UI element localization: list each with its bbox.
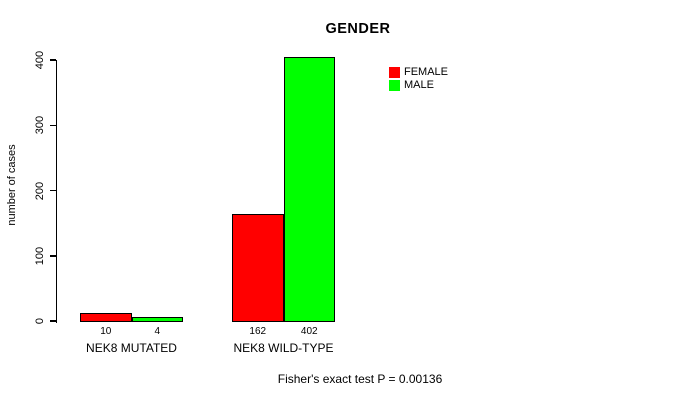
bar-value-label: 10 bbox=[100, 326, 112, 337]
y-tick-label: 400 bbox=[34, 50, 46, 70]
bar-male-0 bbox=[131, 316, 183, 323]
bar-female-0 bbox=[80, 312, 132, 323]
category-label-0: NEK8 MUTATED bbox=[86, 341, 177, 355]
legend-label-female: FEMALE bbox=[404, 66, 449, 78]
y-tick-label: 100 bbox=[34, 246, 46, 265]
male-color-swatch-icon bbox=[389, 79, 400, 91]
legend-item-male: MALE bbox=[389, 79, 448, 91]
bar-value-label: 402 bbox=[300, 326, 318, 337]
bar-male-1 bbox=[283, 57, 335, 323]
chart-title: GENDER bbox=[325, 21, 391, 37]
bar-value-label: 4 bbox=[154, 326, 161, 337]
legend-item-female: FEMALE bbox=[389, 66, 448, 78]
female-color-swatch-icon bbox=[389, 66, 400, 78]
legend: FEMALE MALE bbox=[389, 66, 448, 92]
legend-label-male: MALE bbox=[404, 79, 434, 91]
bar-female-1 bbox=[232, 213, 284, 323]
category-label-1: NEK8 WILD-TYPE bbox=[233, 341, 334, 355]
y-axis-tick bbox=[49, 189, 56, 192]
y-axis-line bbox=[55, 60, 57, 323]
y-tick-label: 200 bbox=[34, 181, 46, 200]
y-axis-tick bbox=[49, 124, 56, 126]
y-tick-label: 0 bbox=[34, 317, 46, 325]
y-axis-tick bbox=[49, 255, 56, 257]
bar-value-label: 162 bbox=[249, 326, 267, 337]
y-tick-label: 300 bbox=[34, 116, 46, 135]
fisher-test-annotation: Fisher's exact test P = 0.00136 bbox=[277, 372, 443, 386]
y-axis-tick bbox=[49, 59, 56, 61]
y-axis-label: number of cases bbox=[6, 144, 18, 226]
y-axis-tick bbox=[49, 320, 56, 322]
